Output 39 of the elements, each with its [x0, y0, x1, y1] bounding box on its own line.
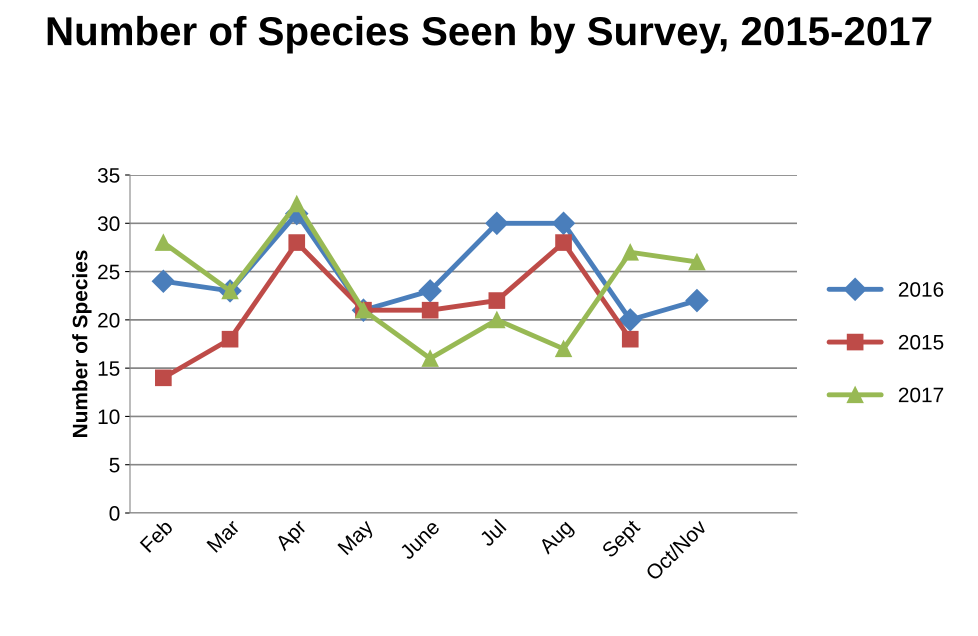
point — [485, 212, 508, 235]
point — [685, 289, 708, 312]
legend-label: 2016 — [898, 282, 944, 297]
legend-label: 2017 — [898, 388, 944, 402]
point — [555, 234, 572, 251]
point — [618, 308, 642, 332]
x-tick-label: Mar — [206, 518, 241, 553]
point — [422, 350, 438, 367]
point — [155, 369, 172, 386]
y-tick-label: 35 — [98, 168, 120, 183]
y-tick-label: 0 — [110, 506, 120, 521]
point — [555, 340, 572, 358]
y-tick-label: 10 — [98, 409, 120, 424]
point — [288, 234, 306, 251]
legend-label: 2015 — [898, 334, 944, 350]
point — [152, 270, 175, 293]
point — [155, 234, 172, 251]
point — [688, 254, 706, 270]
point — [622, 330, 639, 348]
x-tick-label: May — [337, 518, 378, 558]
point — [488, 292, 506, 309]
point — [288, 196, 306, 212]
y-tick-label: 25 — [98, 264, 120, 280]
point — [222, 330, 238, 348]
point — [488, 312, 506, 328]
point — [622, 244, 639, 261]
point — [418, 279, 442, 302]
x-tick-label: Aug — [538, 519, 576, 558]
y-tick-label: 30 — [98, 216, 120, 232]
point — [552, 212, 576, 235]
point — [422, 302, 438, 319]
x-tick-label: Apr — [274, 518, 310, 554]
x-tick-label: Feb — [139, 518, 174, 553]
y-tick-label: 5 — [110, 458, 120, 472]
chart-title: Number of Species Seen by Survey, 2015-2017 — [48, 16, 932, 54]
y-tick-label: 20 — [98, 312, 120, 328]
x-tick-label: Jul — [478, 518, 507, 548]
y-tick-label: 15 — [98, 361, 120, 376]
y-axis-title: Number of Species — [72, 250, 92, 437]
